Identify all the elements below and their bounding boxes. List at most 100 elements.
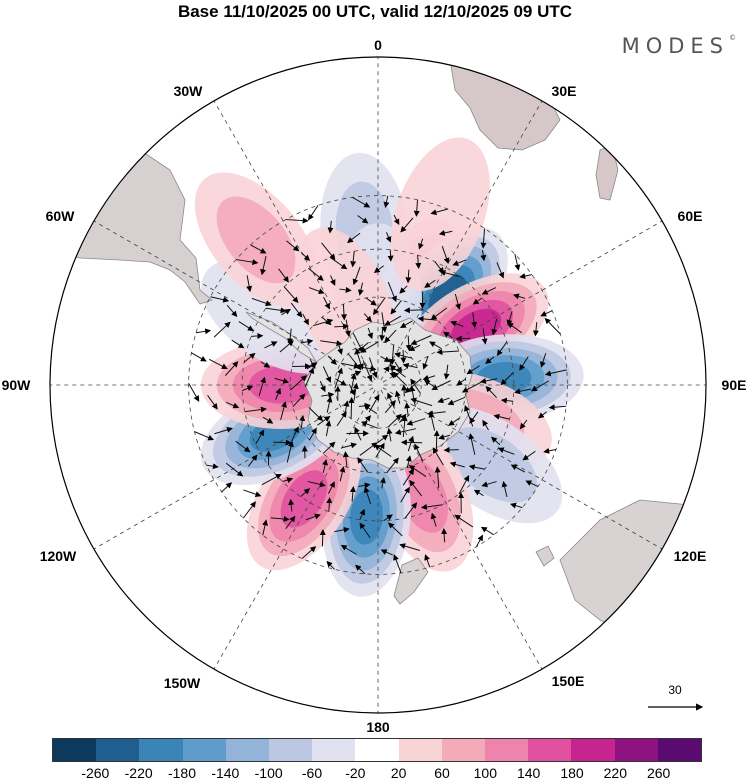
colorbar-tick-label: 60 <box>434 765 450 781</box>
wind-vector <box>325 420 332 437</box>
wind-vector <box>299 414 306 429</box>
wind-vector <box>317 416 331 426</box>
wind-vector <box>375 442 385 458</box>
wind-vector <box>231 339 245 349</box>
wind-vector <box>481 481 497 488</box>
wind-vector <box>309 358 316 370</box>
wind-vector <box>514 254 521 271</box>
wind-vector <box>251 297 272 307</box>
wind-vector <box>525 480 539 487</box>
wind-vector <box>250 244 267 254</box>
wind-vector <box>321 242 336 261</box>
wind-vector <box>399 285 408 294</box>
wind-vector <box>373 297 386 316</box>
reference-vector-label: 30 <box>668 683 682 697</box>
lon-label-180: 180 <box>366 719 390 735</box>
anomaly-contour <box>216 196 296 284</box>
wind-vector <box>409 385 416 407</box>
wind-vector <box>493 413 510 420</box>
wind-vector <box>308 287 325 295</box>
wind-vector <box>195 328 212 335</box>
wind-vector <box>225 462 244 477</box>
wind-vector <box>415 254 422 269</box>
wind-vector <box>398 413 407 423</box>
colorbar-segment <box>182 739 226 761</box>
wind-vector <box>214 426 233 435</box>
wind-vector <box>418 238 424 250</box>
colorbar-tick-label: -180 <box>167 765 197 781</box>
wind-vector <box>357 282 364 296</box>
wind-vector <box>387 281 397 303</box>
colorbar-segment <box>355 739 399 761</box>
wind-vector <box>379 327 386 342</box>
wind-vector <box>514 388 532 395</box>
wind-vector <box>482 419 489 431</box>
colorbar-segment <box>657 739 702 761</box>
wind-vector <box>399 543 421 552</box>
wind-vector <box>480 249 487 262</box>
wind-vector <box>404 502 418 519</box>
wind-vector <box>363 313 372 323</box>
wind-vector <box>290 302 303 318</box>
lon-label-30e: 30E <box>551 83 577 99</box>
wind-vector <box>260 361 271 368</box>
wind-vector <box>472 297 483 305</box>
colorbar-segment <box>96 739 140 761</box>
wind-vector <box>262 416 274 424</box>
longitude-line <box>380 100 543 381</box>
wind-vector <box>434 466 441 488</box>
wind-vector <box>327 355 337 365</box>
wind-vector <box>404 402 411 416</box>
wind-vector <box>436 349 460 356</box>
wind-vector <box>290 426 299 442</box>
wind-vector <box>330 257 348 270</box>
wind-vector <box>358 482 371 489</box>
wind-vector <box>522 450 536 461</box>
wind-vector <box>348 384 356 396</box>
wind-vector <box>422 374 436 381</box>
wind-vector <box>300 338 314 345</box>
anomaly-contour <box>390 137 490 291</box>
wind-vector <box>307 481 326 488</box>
wind-vector <box>363 486 372 505</box>
colorbar-tick-label: -140 <box>211 765 240 781</box>
wind-vector <box>243 489 262 498</box>
colorbar-tick-label: 260 <box>646 765 671 781</box>
wind-vector <box>510 464 526 473</box>
wind-vector <box>500 372 514 386</box>
wind-vector <box>540 310 553 317</box>
colorbar-segment <box>139 739 183 761</box>
wind-vector <box>414 443 424 461</box>
wind-vector <box>385 232 392 243</box>
lon-label-90e: 90E <box>721 377 747 393</box>
wind-vector <box>336 411 347 427</box>
wind-vector <box>447 396 466 406</box>
wind-vector <box>417 315 438 322</box>
wind-vector <box>548 404 567 411</box>
wind-vector <box>387 249 394 262</box>
wind-vector <box>339 466 346 482</box>
wind-vector <box>394 428 417 436</box>
lon-label-150e: 150E <box>551 673 585 689</box>
wind-vector <box>389 365 406 378</box>
wind-vector <box>260 255 267 276</box>
lon-label-60w: 60W <box>45 208 75 224</box>
colorbar-segment <box>312 739 356 761</box>
wind-vector <box>458 475 470 495</box>
wind-vector <box>334 323 350 330</box>
lon-label-120e: 120E <box>673 548 707 564</box>
wind-vector <box>454 514 474 528</box>
wind-vector <box>393 554 402 574</box>
wind-vector <box>384 315 402 326</box>
colorbar-segment <box>571 739 615 761</box>
wind-vector <box>221 482 233 493</box>
wind-vector <box>387 522 403 537</box>
wind-vector <box>352 196 371 208</box>
wind-vector <box>258 376 266 396</box>
wind-vector <box>413 199 420 217</box>
wind-vector <box>496 341 508 357</box>
wind-vector <box>380 549 393 556</box>
wind-vector <box>278 268 289 283</box>
wind-vector <box>501 480 508 498</box>
